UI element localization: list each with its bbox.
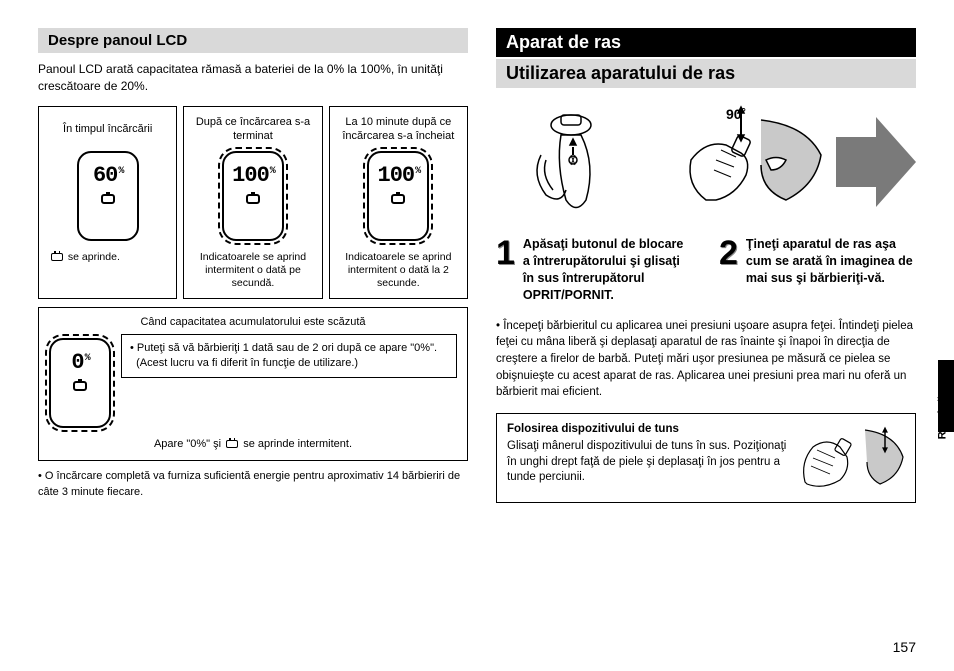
charge-footer-bullet: • O încărcare completă va furniza sufici… [38,469,468,500]
lcd-cell-after-10min: La 10 minute după ce încărcarea s-a înch… [329,106,468,299]
page-number: 157 [893,639,916,655]
low-battery-box: Când capacitatea acumulatorului este scă… [38,307,468,461]
lcd-display: 100% [222,151,284,241]
trimmer-title: Folosirea dispozitivului de tuns [507,422,787,438]
lcd-note: Indicatoarele se aprind intermitent o da… [336,251,461,290]
low-battery-title: Când capacitatea acumulatorului este scă… [49,316,457,328]
steps-row: 1 Apăsaţi butonul de blocare a întrerupă… [496,236,916,304]
plug-icon [101,194,115,204]
illustration-angle: 90˚ [666,102,826,222]
illustration-hold [496,102,656,222]
angle-label: 90˚ [726,106,746,122]
lcd-value: 100% [378,163,420,188]
step-text: Apăsaţi butonul de blocare a întrerupăto… [523,236,693,304]
lcd-display: 100% [367,151,429,241]
right-column: Aparat de ras Utilizarea aparatului de r… [496,28,916,651]
plug-icon [391,194,405,204]
lcd-value: 0% [71,350,88,375]
illustration-row: 90˚ [496,102,916,222]
usage-header: Utilizarea aparatului de ras [496,59,916,88]
lcd-panel-header: Despre panoul LCD [38,28,468,53]
step-text: Ţineţi aparatul de ras aşa cum se arată … [746,236,916,304]
lcd-caption: După ce încărcarea s-a terminat [190,113,315,147]
left-column: Despre panoul LCD Panoul LCD arată capac… [38,28,468,651]
low-battery-tip: • Puteţi să vă bărbieriţi 1 dată sau de … [121,334,457,378]
trimmer-body: Glisaţi mânerul dispozitivului de tuns î… [507,439,787,486]
shaver-header: Aparat de ras [496,28,916,57]
lcd-cell-charged: După ce încărcarea s-a terminat 100% Ind… [183,106,322,299]
step-number: 1 [496,236,515,304]
trimmer-illustration [795,422,905,494]
trimmer-text: Folosirea dispozitivului de tuns Glisaţi… [507,422,787,494]
lcd-display-low: 0% [49,338,111,428]
lcd-caption: În timpul încărcării [63,113,152,147]
lcd-states-row: În timpul încărcării 60% se aprinde. Dup… [38,106,468,299]
low-battery-row: 0% • Puteţi să vă bărbieriţi 1 dată sau … [49,334,457,432]
low-battery-after: Apare "0%" şi se aprinde intermitent. [49,438,457,450]
usage-bullets: • Începeţi bărbieritul cu aplicarea unei… [496,318,916,401]
trimmer-box: Folosirea dispozitivului de tuns Glisaţi… [496,413,916,503]
step-number: 2 [719,236,738,304]
language-label: Română [936,396,948,439]
plug-inline-icon [51,253,63,261]
plug-inline-icon [226,440,238,448]
step-1: 1 Apăsaţi butonul de blocare a întrerupă… [496,236,693,304]
lcd-note: se aprinde. [45,251,120,264]
lcd-intro-text: Panoul LCD arată capacitatea rămasă a ba… [38,61,468,96]
lcd-note: Indicatoarele se aprind intermitent o da… [190,251,315,290]
lcd-caption: La 10 minute după ce încărcarea s-a înch… [336,113,461,147]
lcd-value: 100% [232,163,274,188]
lcd-cell-charging: În timpul încărcării 60% se aprinde. [38,106,177,299]
plug-icon [246,194,260,204]
step-2: 2 Ţineţi aparatul de ras aşa cum se arat… [719,236,916,304]
lcd-display: 60% [77,151,139,241]
lcd-value: 60% [93,163,122,188]
plug-icon [73,381,87,391]
big-arrow-icon [836,117,916,207]
